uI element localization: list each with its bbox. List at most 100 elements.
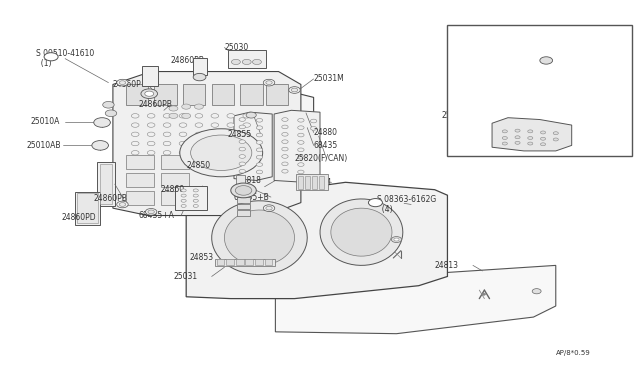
Bar <box>298 176 303 189</box>
Circle shape <box>193 73 206 81</box>
Circle shape <box>179 132 187 137</box>
Polygon shape <box>164 90 314 208</box>
Circle shape <box>193 205 198 208</box>
Bar <box>125 84 148 105</box>
Circle shape <box>181 189 186 192</box>
Bar <box>296 174 328 190</box>
Text: 68435+A: 68435+A <box>138 211 174 220</box>
Circle shape <box>179 113 187 118</box>
Circle shape <box>298 133 304 137</box>
Circle shape <box>239 155 246 158</box>
Circle shape <box>256 163 262 166</box>
Circle shape <box>227 132 235 137</box>
Bar <box>125 173 154 187</box>
Circle shape <box>263 79 275 86</box>
Circle shape <box>227 113 235 118</box>
Bar <box>228 50 266 68</box>
Circle shape <box>227 123 235 127</box>
Circle shape <box>195 104 204 109</box>
Circle shape <box>282 125 288 129</box>
Circle shape <box>369 199 383 207</box>
Circle shape <box>553 138 558 141</box>
Bar <box>246 260 253 265</box>
Bar <box>75 192 100 225</box>
Text: 24813: 24813 <box>435 261 459 270</box>
Circle shape <box>310 126 317 130</box>
Circle shape <box>211 123 219 127</box>
Circle shape <box>289 87 300 93</box>
Circle shape <box>147 123 155 127</box>
Bar <box>217 260 225 265</box>
Bar <box>161 191 189 205</box>
Circle shape <box>227 151 235 155</box>
Circle shape <box>147 132 155 137</box>
Circle shape <box>163 123 171 127</box>
Circle shape <box>256 170 262 174</box>
Polygon shape <box>274 110 320 182</box>
Circle shape <box>515 136 520 139</box>
Text: 25010AB: 25010AB <box>27 141 61 150</box>
Circle shape <box>232 60 241 64</box>
Bar <box>241 84 262 105</box>
Circle shape <box>180 129 262 177</box>
Circle shape <box>145 209 157 215</box>
Circle shape <box>239 125 246 129</box>
Circle shape <box>193 189 198 192</box>
Circle shape <box>239 118 246 121</box>
Circle shape <box>291 88 298 92</box>
Text: 24860PD: 24860PD <box>62 213 97 222</box>
Text: 24860PB: 24860PB <box>94 195 127 203</box>
Circle shape <box>243 132 250 137</box>
Circle shape <box>553 132 558 135</box>
Bar <box>237 197 250 203</box>
Circle shape <box>169 106 178 111</box>
Text: S: S <box>373 200 378 206</box>
Circle shape <box>102 102 114 108</box>
Text: USA: USA <box>470 36 488 45</box>
Text: 25031M: 25031M <box>314 74 344 83</box>
Circle shape <box>227 141 235 146</box>
Bar <box>125 155 154 169</box>
Bar <box>305 176 310 189</box>
Circle shape <box>298 163 304 166</box>
Text: 24850: 24850 <box>186 161 211 170</box>
Text: S 09510-41610
  (1): S 09510-41610 (1) <box>36 49 95 68</box>
Circle shape <box>540 131 545 134</box>
Circle shape <box>179 123 187 127</box>
Bar <box>125 191 154 205</box>
Bar <box>264 260 272 265</box>
Circle shape <box>179 141 187 146</box>
Circle shape <box>528 130 533 133</box>
Circle shape <box>540 137 545 140</box>
Circle shape <box>266 206 272 210</box>
Bar <box>183 84 205 105</box>
Circle shape <box>163 113 171 118</box>
Circle shape <box>502 130 508 133</box>
Circle shape <box>105 110 116 116</box>
Circle shape <box>298 126 304 129</box>
Polygon shape <box>212 201 307 275</box>
Text: 24860: 24860 <box>161 185 185 194</box>
Circle shape <box>131 151 139 155</box>
Bar <box>154 84 177 105</box>
Bar <box>161 173 189 187</box>
Circle shape <box>256 118 262 122</box>
Circle shape <box>256 155 262 159</box>
Text: 25820(F/CAN): 25820(F/CAN) <box>294 154 348 163</box>
Text: 25010A: 25010A <box>30 117 60 126</box>
Text: S: S <box>49 54 54 60</box>
Circle shape <box>528 137 533 140</box>
Circle shape <box>163 151 171 155</box>
Circle shape <box>256 148 262 152</box>
Bar <box>97 162 115 206</box>
Text: 68435+B: 68435+B <box>234 193 269 202</box>
Text: 25031: 25031 <box>173 272 198 281</box>
Circle shape <box>182 113 191 118</box>
Text: 24860PB: 24860PB <box>138 100 172 109</box>
Circle shape <box>282 169 288 173</box>
Circle shape <box>394 238 399 241</box>
Circle shape <box>502 142 508 145</box>
Text: 24880: 24880 <box>314 128 338 137</box>
Circle shape <box>116 79 128 86</box>
Bar <box>255 260 262 265</box>
